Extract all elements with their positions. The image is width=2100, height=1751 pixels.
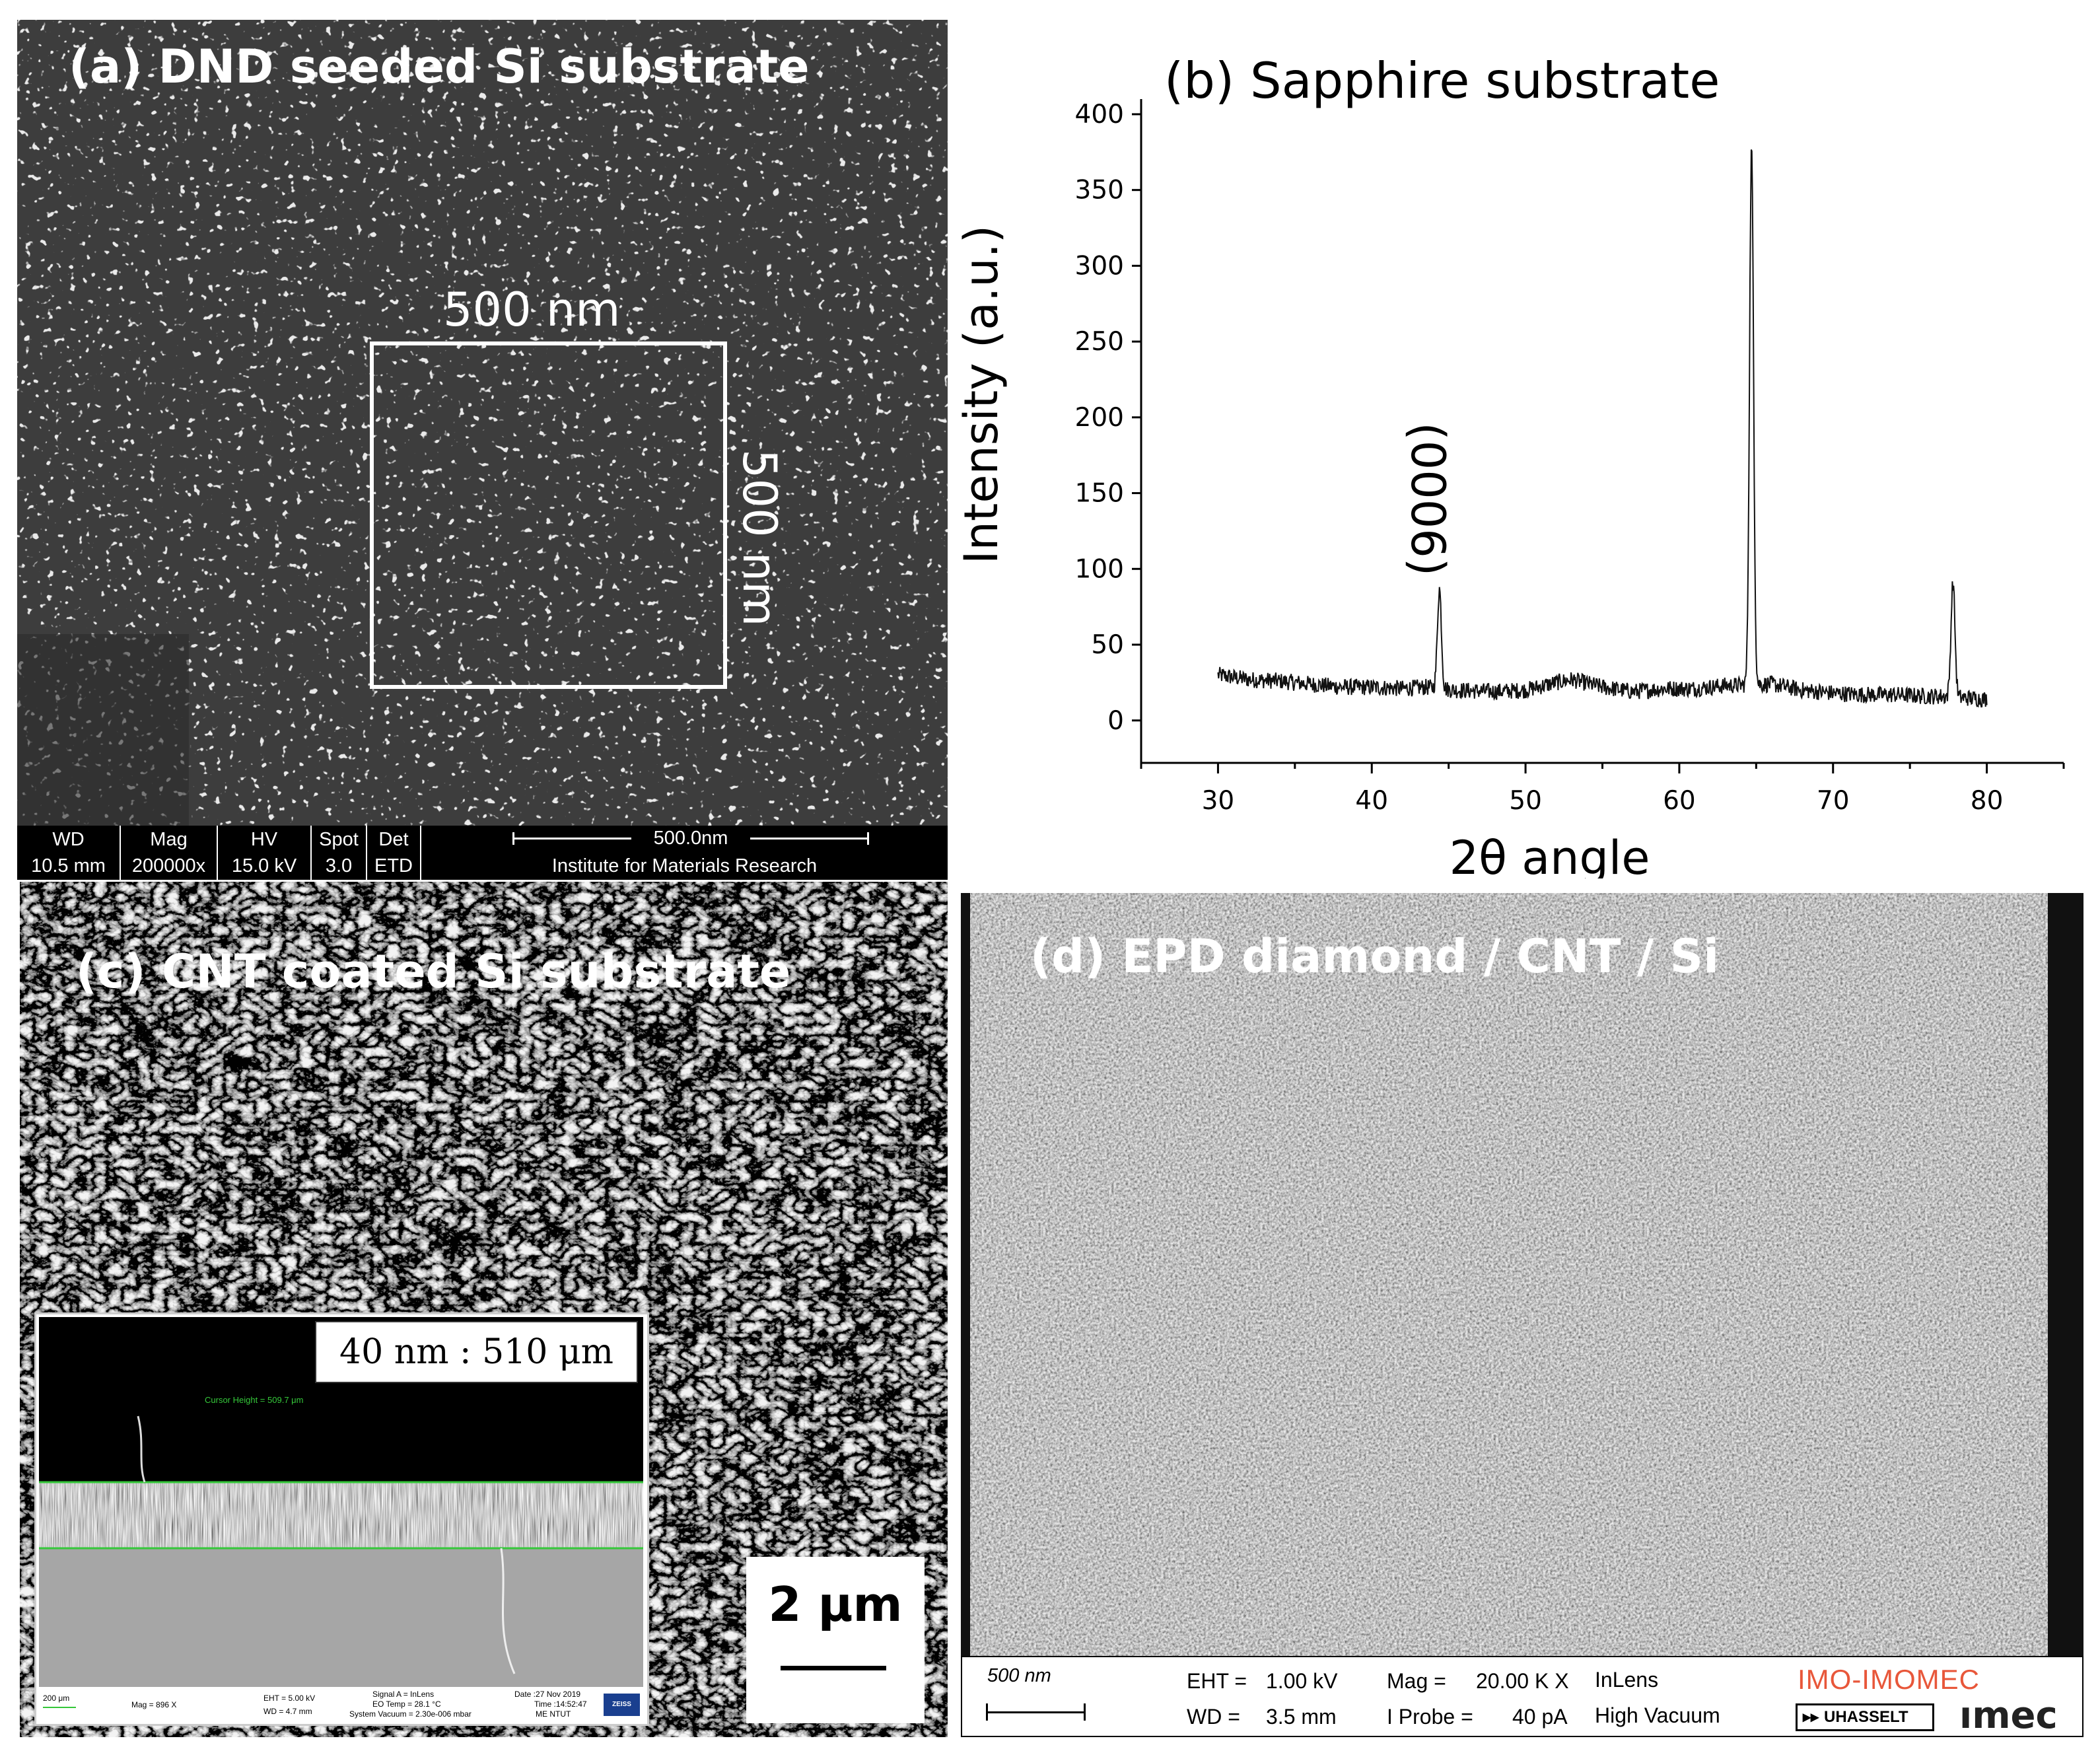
inset-scale: 200 μm <box>43 1694 70 1703</box>
info-value-spot: 3.0 <box>325 855 353 876</box>
panel-a-sem-image <box>17 20 948 826</box>
uhasselt-logo: ▸▸ UHASSELT <box>1796 1703 1934 1731</box>
inset-mag: Mag = 896 X <box>131 1700 177 1709</box>
inset-date: Date :27 Nov 2019 <box>514 1690 581 1699</box>
panel-a-info-bar: WD 10.5 mm Mag 200000x HV 15.0 kV Spot 3… <box>17 826 948 880</box>
x-axis-title: 2θ angle <box>1450 831 1650 878</box>
box-label-right: 500 nm <box>732 449 787 627</box>
d-eht-value: 1.00 kV <box>1266 1669 1338 1693</box>
y-tick-label: 300 <box>1075 251 1124 281</box>
x-tick-label: 40 <box>1355 786 1388 816</box>
imec-logo: ımec <box>1959 1694 2058 1737</box>
d-mag-value: 20.00 K X <box>1476 1669 1569 1693</box>
inset-wd: WD = 4.7 mm <box>263 1707 312 1716</box>
inset-time: Time :14:52:47 <box>534 1699 587 1709</box>
info-header-det: Det <box>378 829 409 850</box>
x-tick-label: 30 <box>1202 786 1235 816</box>
y-tick-label: 250 <box>1075 327 1124 357</box>
info-header-spot: Spot <box>319 829 359 850</box>
info-header-mag: Mag <box>150 829 188 850</box>
d-vacuum: High Vacuum <box>1595 1703 1720 1727</box>
x-tick-label: 60 <box>1663 786 1696 816</box>
inset-ratio-label: 40 nm : 510 μm <box>315 1321 638 1383</box>
info-value-wd: 10.5 mm <box>31 855 106 876</box>
panel-b-title: (b) Sapphire substrate <box>1164 52 1720 110</box>
y-axis-title: Intensity (a.u.) <box>954 225 1008 564</box>
imo-imomec-logo: IMO-IMOMEC <box>1798 1664 1980 1695</box>
cross-section-inset: Cursor Height = 509.7 μm 40 nm : 510 μm … <box>34 1312 649 1726</box>
d-probe-label: I Probe = <box>1387 1705 1473 1729</box>
info-value-mag: 200000x <box>131 855 206 876</box>
panel-a: (a) DND seeded Si substrate 500 nm 500 n… <box>17 20 948 880</box>
xrd-chart: 0 50 100 150 200 250 300 350 400 30 40 50 60 70 80 2θ a… <box>954 99 2065 878</box>
y-tick-label: 150 <box>1075 479 1124 509</box>
inset-org: ME NTUT <box>536 1709 571 1719</box>
panel-d: (d) EPD diamond / CNT / Si 500 nm EHT = … <box>961 893 2083 1737</box>
scale-bar-tick-right <box>867 832 869 845</box>
d-detector: InLens <box>1595 1668 1659 1692</box>
y-tick-label: 400 <box>1075 100 1124 129</box>
scale-bar-tick-left <box>512 832 514 845</box>
info-header-wd: WD <box>52 829 85 850</box>
inset-cursor-label: Cursor Height = 509.7 μm <box>205 1395 304 1405</box>
uhasselt-text: UHASSELT <box>1824 1708 1908 1726</box>
y-tick-label: 200 <box>1075 403 1124 433</box>
panel-c: (c) CNT coated Si substrate Cursor Heigh… <box>20 882 948 1737</box>
zeiss-logo: ZEISS <box>604 1694 640 1716</box>
peak-annotation-0006: (0006) <box>1401 422 1455 576</box>
scale-bar-label: 500.0nm <box>631 826 750 851</box>
y-tick-label: 50 <box>1091 630 1124 660</box>
d-eht-label: EHT = <box>1187 1669 1247 1693</box>
x-tick-label: 50 <box>1509 786 1542 816</box>
panel-d-info-bar: 500 nm EHT = 1.00 kV WD = 3.5 mm Mag = 2… <box>961 1656 2083 1737</box>
box-label-top: 500 nm <box>443 283 621 337</box>
panel-d-title: (d) EPD diamond / CNT / Si <box>1030 929 1720 983</box>
y-tick-label: 100 <box>1075 554 1124 584</box>
y-tick-label: 350 <box>1075 176 1124 205</box>
scale-box-bar <box>781 1666 886 1670</box>
info-value-hv: 15.0 kV <box>231 855 297 876</box>
inset-eo-temp: EO Temp = 28.1 °C <box>372 1699 441 1709</box>
d-scale-bar <box>986 1711 1085 1713</box>
d-wd-label: WD = <box>1187 1705 1240 1729</box>
panel-c-title: (c) CNT coated Si substrate <box>76 945 791 999</box>
y-tick-label: 0 <box>1107 706 1124 736</box>
scale-box-2um: 2 μm <box>746 1557 925 1723</box>
institute-label: Institute for Materials Research <box>551 855 818 876</box>
panel-d-sem-image <box>961 893 2083 1656</box>
inset-info-bar: 200 μm Mag = 896 X EHT = 5.00 kV WD = 4.… <box>39 1688 643 1721</box>
xrd-series-line <box>1217 149 1988 708</box>
info-header-hv: HV <box>250 829 278 850</box>
d-scale-label: 500 nm <box>987 1665 1051 1686</box>
info-value-det: ETD <box>374 855 413 876</box>
inset-eht: EHT = 5.00 kV <box>263 1694 316 1703</box>
measure-box <box>370 341 727 689</box>
d-wd-value: 3.5 mm <box>1266 1705 1337 1729</box>
d-probe-value: 40 pA <box>1512 1705 1568 1729</box>
d-mag-label: Mag = <box>1387 1669 1446 1693</box>
x-tick-label: 70 <box>1817 786 1850 816</box>
inset-signal: Signal A = InLens <box>372 1690 435 1699</box>
inset-vacuum: System Vacuum = 2.30e-006 mbar <box>349 1709 472 1719</box>
panel-a-title: (a) DND seeded Si substrate <box>69 40 810 94</box>
x-tick-label: 80 <box>1971 786 2004 816</box>
scale-box-label: 2 μm <box>768 1577 903 1632</box>
